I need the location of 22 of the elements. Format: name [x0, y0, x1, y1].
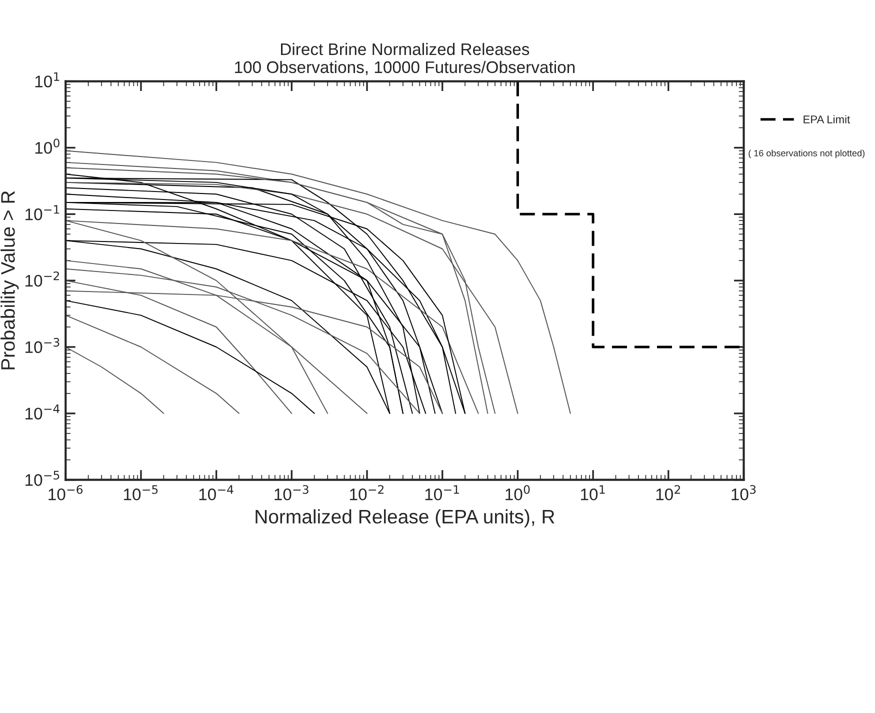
- x-tick-label: 10$^{−6}$: [48, 485, 83, 500]
- y-tick-label: 10$^{−1}$: [26, 205, 60, 220]
- x-tick-label: 10$^{0}$: [506, 485, 530, 500]
- x-tick-label: 10$^{2}$: [656, 485, 680, 500]
- y-tick-label: 10$^{−5}$: [26, 470, 60, 486]
- x-tick-label: 10$^{−5}$: [124, 485, 158, 500]
- legend-label: EPA Limit: [804, 115, 850, 124]
- y-tick-label: 10$^{0}$: [35, 138, 60, 154]
- y-tick-label: 10$^{−4}$: [26, 404, 60, 420]
- chart-title: Direct Brine Normalized Releases 100 Observations, 10000 Futures/Observation: [235, 42, 575, 76]
- y-axis-title: Probability Value > R: [0, 191, 19, 370]
- y-tick-label: 10$^{1}$: [35, 72, 60, 88]
- x-tick-label: 10$^{−1}$: [425, 485, 459, 500]
- x-tick-label: 10$^{−3}$: [274, 485, 308, 500]
- text: ( 16 observations not plotted): [748, 150, 864, 158]
- x-tick-label: 10$^{−2}$: [350, 485, 384, 500]
- x-tick-label: 10$^{3}$: [732, 485, 756, 500]
- y-tick-label: 10$^{−3}$: [26, 338, 60, 354]
- x-tick-label: 10$^{−4}$: [199, 485, 234, 500]
- x-tick-label: 10$^{1}$: [580, 485, 605, 500]
- x-axis-title: Normalized Release (EPA units), R: [256, 509, 554, 528]
- y-tick-label: 10$^{−2}$: [26, 271, 59, 287]
